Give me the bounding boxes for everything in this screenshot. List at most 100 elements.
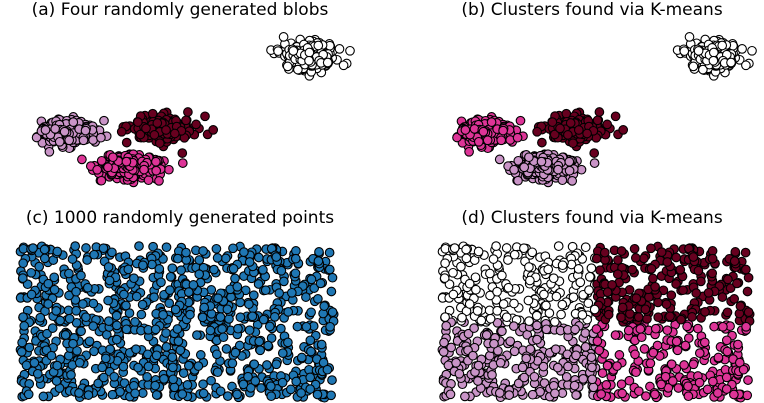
data-point	[460, 125, 471, 135]
data-point	[569, 380, 580, 391]
data-point	[260, 285, 271, 296]
data-point	[103, 295, 113, 306]
data-point	[721, 384, 732, 394]
data-point	[452, 132, 462, 143]
data-point	[118, 361, 129, 372]
data-point	[524, 262, 534, 272]
data-point	[693, 46, 704, 56]
data-point	[641, 391, 651, 401]
data-point	[449, 243, 460, 253]
data-point	[243, 371, 253, 382]
data-point	[72, 345, 82, 356]
data-point	[103, 316, 114, 326]
data-point	[213, 293, 223, 304]
data-point	[729, 389, 739, 400]
data-point	[306, 274, 317, 285]
data-point	[247, 311, 258, 322]
data-point	[732, 278, 742, 289]
data-point	[244, 257, 255, 267]
data-point	[215, 386, 226, 397]
data-point	[645, 358, 656, 369]
data-point	[512, 132, 523, 143]
data-point	[264, 321, 275, 332]
data-point	[592, 336, 603, 347]
data-point	[290, 268, 301, 279]
data-point	[276, 323, 286, 334]
data-point	[121, 300, 131, 311]
data-point	[271, 252, 282, 262]
data-point	[556, 309, 566, 320]
data-point	[18, 312, 28, 322]
data-point	[49, 284, 60, 295]
data-point	[679, 46, 690, 56]
data-point	[17, 337, 27, 348]
data-point	[639, 253, 649, 264]
data-point	[108, 152, 118, 163]
data-point	[345, 45, 355, 56]
data-point	[589, 304, 600, 315]
data-point	[532, 126, 542, 137]
data-point	[630, 253, 641, 263]
data-point	[461, 253, 472, 264]
panel-b-points	[452, 32, 757, 188]
data-point	[722, 307, 733, 318]
data-point	[473, 136, 484, 147]
data-point	[130, 317, 140, 327]
data-point	[488, 254, 499, 264]
data-point	[68, 117, 79, 127]
data-point	[747, 45, 757, 56]
data-point	[269, 312, 280, 322]
data-point	[602, 360, 613, 371]
panel-c-title: (c) 1000 randomly generated points	[25, 208, 335, 228]
data-point	[248, 290, 259, 301]
data-point	[78, 299, 88, 309]
data-point	[538, 361, 549, 372]
panel-d-points	[437, 241, 755, 403]
data-point	[288, 46, 299, 56]
data-point	[588, 382, 599, 393]
data-point	[684, 32, 695, 42]
data-point	[263, 340, 273, 351]
data-point	[170, 304, 181, 315]
data-point	[119, 289, 129, 300]
data-point	[327, 375, 337, 385]
data-point	[42, 328, 52, 339]
panel-c-points	[15, 241, 339, 403]
data-point	[445, 389, 456, 400]
data-point	[176, 265, 186, 276]
data-point	[469, 124, 480, 134]
data-point	[602, 287, 613, 297]
data-point	[227, 358, 238, 369]
data-point	[151, 156, 161, 167]
data-point	[253, 279, 264, 289]
data-point	[24, 342, 35, 353]
data-point	[98, 243, 109, 254]
data-point	[228, 263, 239, 274]
data-point	[131, 344, 141, 355]
data-point	[503, 255, 513, 265]
data-point	[656, 247, 667, 257]
data-point	[451, 357, 461, 368]
data-point	[304, 47, 315, 58]
data-point	[161, 125, 171, 135]
data-point	[494, 388, 505, 398]
data-point	[624, 375, 635, 386]
data-point	[591, 253, 602, 264]
data-point	[164, 298, 175, 309]
data-point	[104, 275, 115, 286]
data-point	[573, 125, 584, 135]
data-point	[633, 386, 644, 397]
data-point	[563, 361, 573, 372]
panel-b-title: (b) Clusters found via K-means	[461, 0, 723, 20]
data-point	[167, 263, 178, 274]
data-point	[74, 388, 84, 398]
data-point	[26, 267, 37, 278]
data-point	[177, 389, 188, 399]
data-point	[583, 298, 594, 309]
data-point	[492, 286, 502, 297]
data-point	[167, 352, 178, 363]
data-point	[537, 137, 547, 148]
data-point	[217, 324, 227, 334]
data-point	[273, 46, 283, 56]
data-point	[143, 175, 154, 186]
